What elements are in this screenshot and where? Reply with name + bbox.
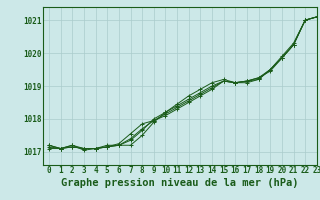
X-axis label: Graphe pression niveau de la mer (hPa): Graphe pression niveau de la mer (hPa) [61,178,299,188]
